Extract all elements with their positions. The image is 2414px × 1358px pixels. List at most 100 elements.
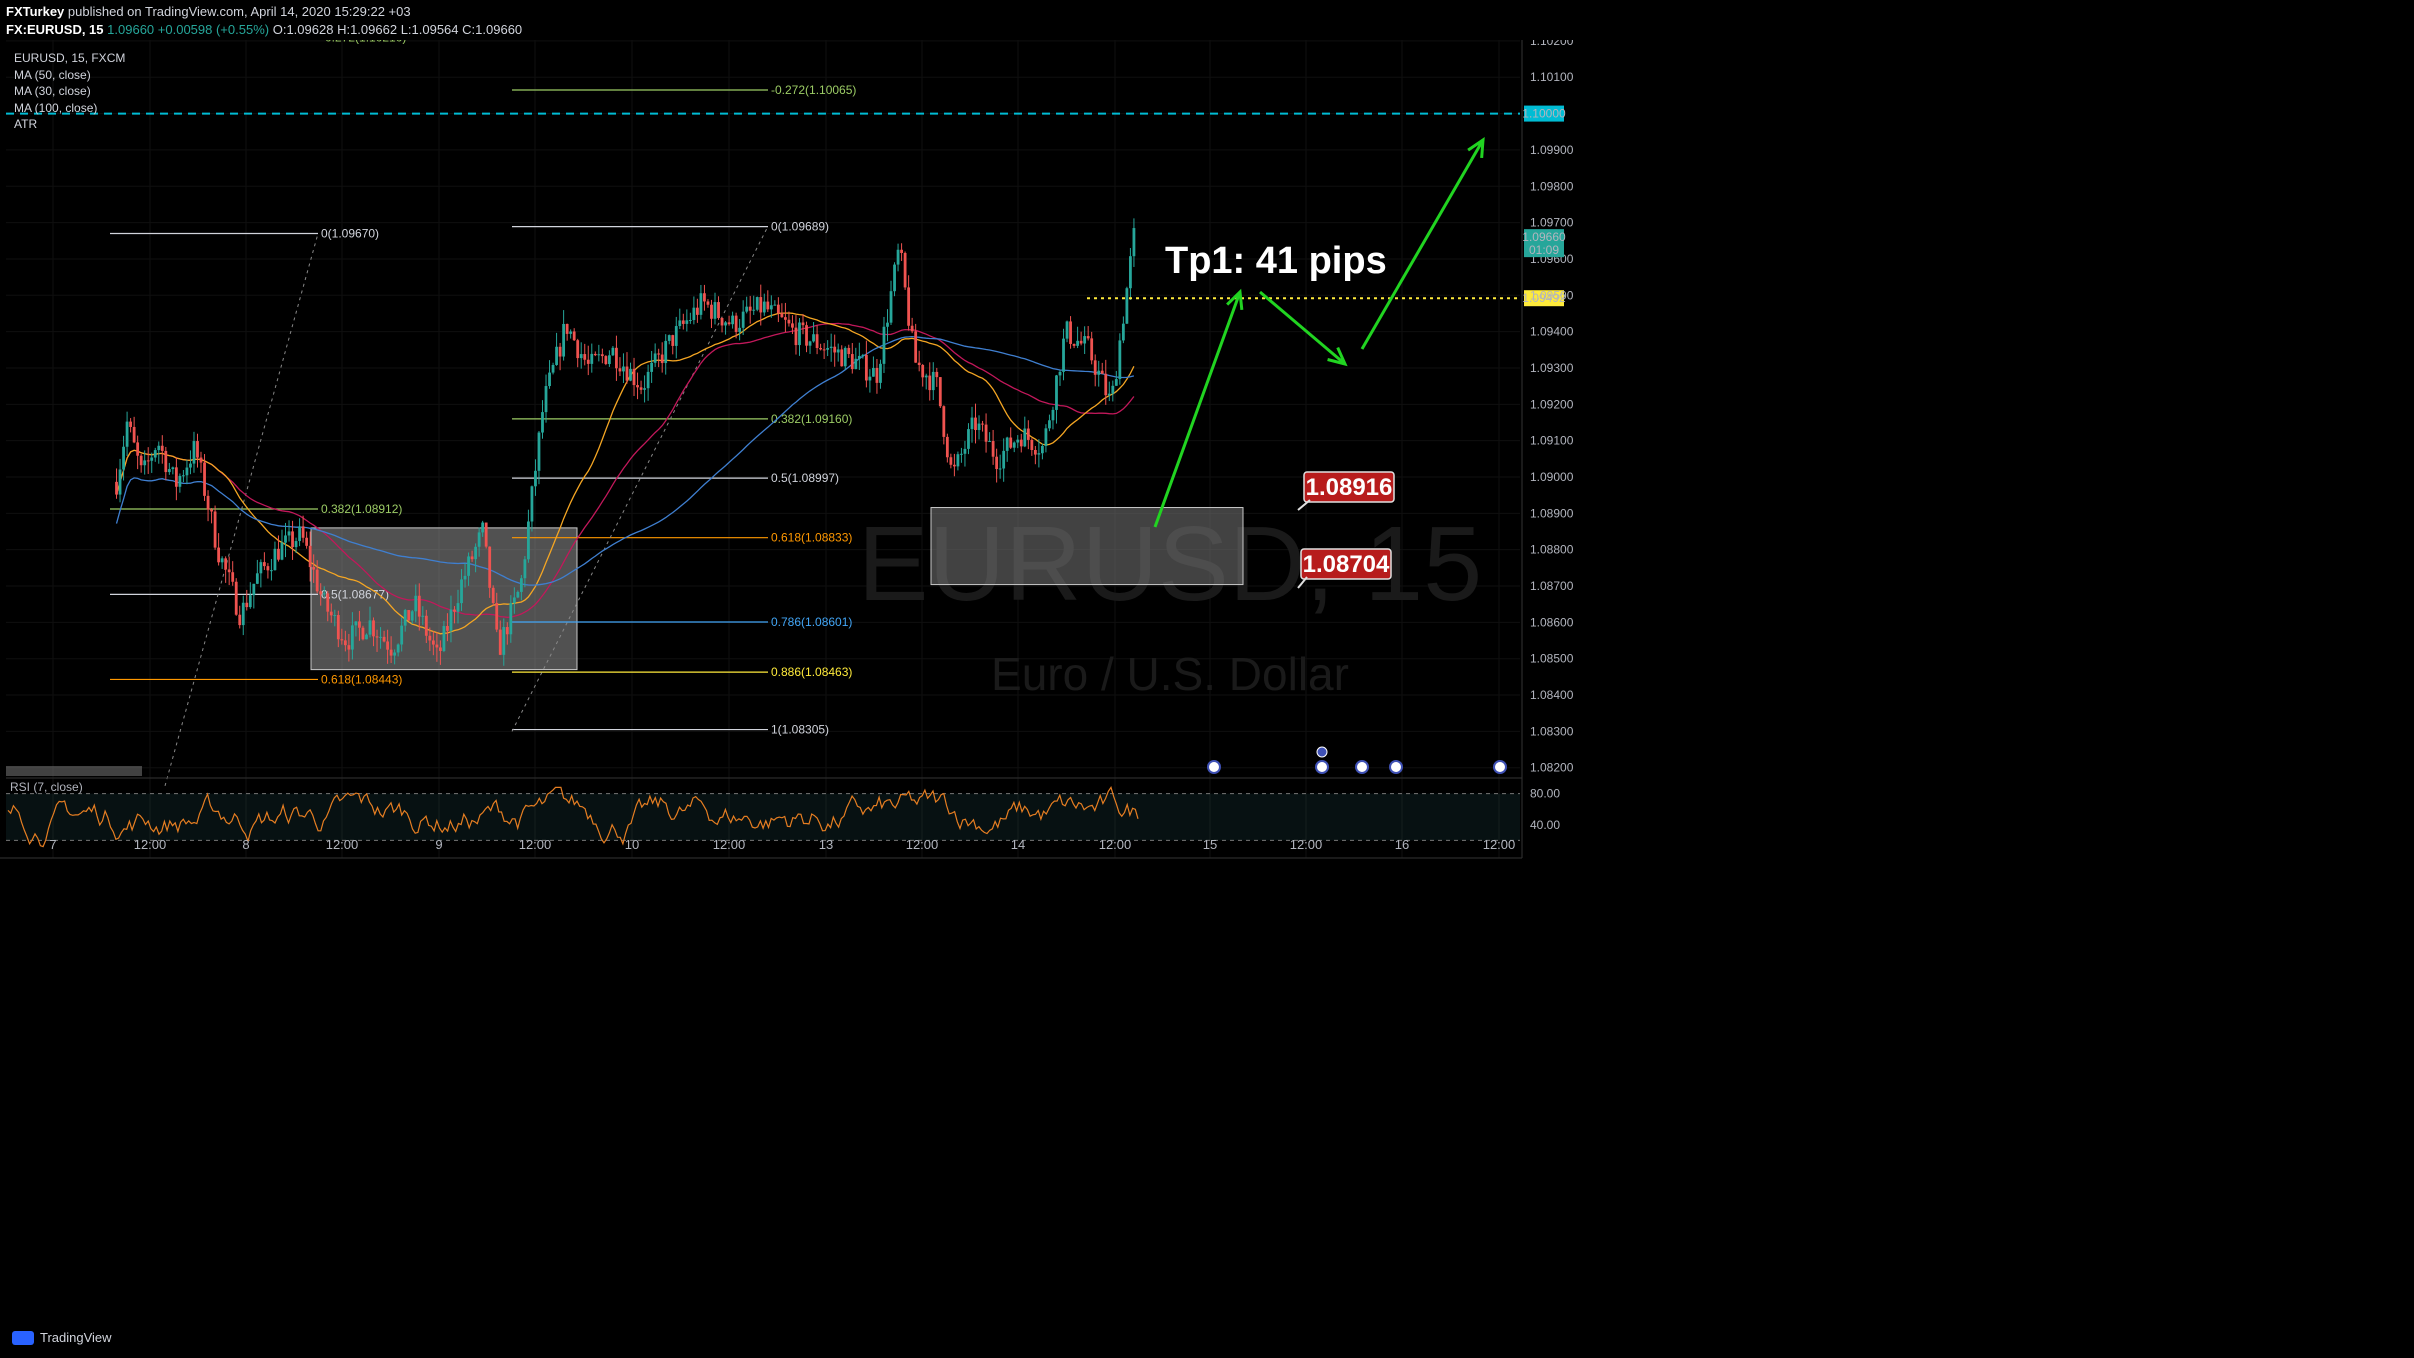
candle-body [143,460,147,466]
candle-body [857,355,861,359]
price-tick-label: 1.09200 [1530,397,1574,411]
price-tick-label: 1.08900 [1530,506,1574,520]
forecast-arrowhead [1467,137,1485,159]
candle-body [745,306,749,312]
time-tick-label: 14 [1011,837,1025,852]
candle-body [1100,370,1104,374]
last-price: 1.09660 [107,22,155,37]
candle-body [952,464,956,467]
candle-body [319,591,323,595]
candle-body [886,322,889,327]
candle-body [1062,338,1065,372]
candle-body [284,535,287,543]
candle-body [453,609,456,612]
price-tick-label: 1.09000 [1530,470,1574,484]
candle-body [210,509,213,512]
symbol-ohlc-line: FX:EURUSD, 15 1.09660 +0.00598 (+0.55%) … [6,22,522,37]
candle-body [791,323,794,328]
candle-body [921,365,925,378]
candle-body [291,531,294,548]
candle-body [435,644,439,648]
fib-trendline [164,233,319,787]
price-chart[interactable]: EURUSD, 15 Euro / U.S. Dollar -0.272(1.1… [0,40,2414,1320]
candle-body [396,644,400,653]
fib-level-label: -0.272(1.10210) [321,40,406,44]
candle-body [1097,370,1101,375]
candle-body [537,432,541,471]
candle-body [615,347,618,369]
candles-layer [115,218,1136,666]
candle-body [671,335,675,346]
candle-body [562,323,566,357]
candle-body [657,353,661,355]
candle-body [129,421,133,427]
candle-body [139,455,143,466]
price-tick-label: 1.09700 [1530,216,1574,230]
candle-body [248,595,252,608]
legend-ma30[interactable]: MA (30, close) [14,84,91,98]
candle-body [245,602,249,608]
candle-body [738,327,742,332]
candle-body [217,547,221,563]
candle-body [784,317,787,320]
candle-body [713,302,717,319]
candle-body [1012,442,1016,448]
forecast-arrowhead [1327,346,1348,367]
legend-ma100[interactable]: MA (100, close) [14,100,98,115]
legend-ma50[interactable]: MA (50, close) [14,67,91,82]
candle-body [509,603,513,635]
level-price-tag [1524,290,1564,307]
candle-body [375,636,379,638]
forecast-arrow [1259,290,1346,366]
time-tick-label: 12:00 [713,837,746,852]
candle-body [1033,449,1037,455]
candle-body [981,423,984,425]
time-tick-label: 8 [242,837,249,852]
candle-body [593,353,597,356]
candle-body [1037,453,1041,455]
current-price-label: 1.09660 [1522,230,1566,244]
candle-body [868,376,872,381]
candle-body [1019,439,1023,447]
candle-body [115,481,118,495]
legend-symbol[interactable]: EURUSD, 15, FXCM [14,51,126,65]
candle-body [333,615,337,617]
rsi-tick-label: 40.00 [1530,818,1560,832]
legend-atr[interactable]: ATR [14,117,38,131]
fib-level-label: 0(1.09670) [321,227,379,241]
candle-body [660,354,664,364]
time-axis: 7 12:00 8 12:00 9 12:00 10 12:00 13 12:00 14 12:00 1… [0,837,1522,859]
author-name[interactable]: FXTurkey [6,4,65,19]
candle-body [815,334,819,348]
candle-body [569,331,573,334]
time-tick-label: 16 [1395,837,1409,852]
candle-body [164,450,168,473]
high-value: H:1.09662 [337,22,398,37]
candle-body [1048,420,1051,429]
candle-body [160,445,164,451]
candle-body [822,349,826,351]
fib-level-label: -0.272(1.10065) [771,83,856,97]
candle-body [196,441,199,458]
candle-body [1009,437,1013,448]
candle-body [956,454,960,467]
level-price-tag [1524,105,1564,122]
candle-body [150,457,154,461]
fib-level-label: 0.5(1.08997) [771,471,839,485]
candle-body [1132,228,1136,257]
candle-body [674,326,678,346]
candle-body [1055,375,1058,410]
candle-body [776,304,780,314]
candle-body [1083,336,1087,344]
time-tick-label: 12:00 [906,837,939,852]
tradingview-logo[interactable]: TradingView [12,1330,112,1345]
candle-body [203,462,206,496]
candle-body [688,320,692,322]
candle-body [241,602,245,626]
event-markers [1207,746,1507,774]
candle-body [576,340,580,359]
candle-body [794,327,798,346]
candle-body [632,368,636,386]
time-tick-label: 12:00 [1099,837,1132,852]
header-bar: FXTurkey published on TradingView.com, A… [0,0,2414,40]
